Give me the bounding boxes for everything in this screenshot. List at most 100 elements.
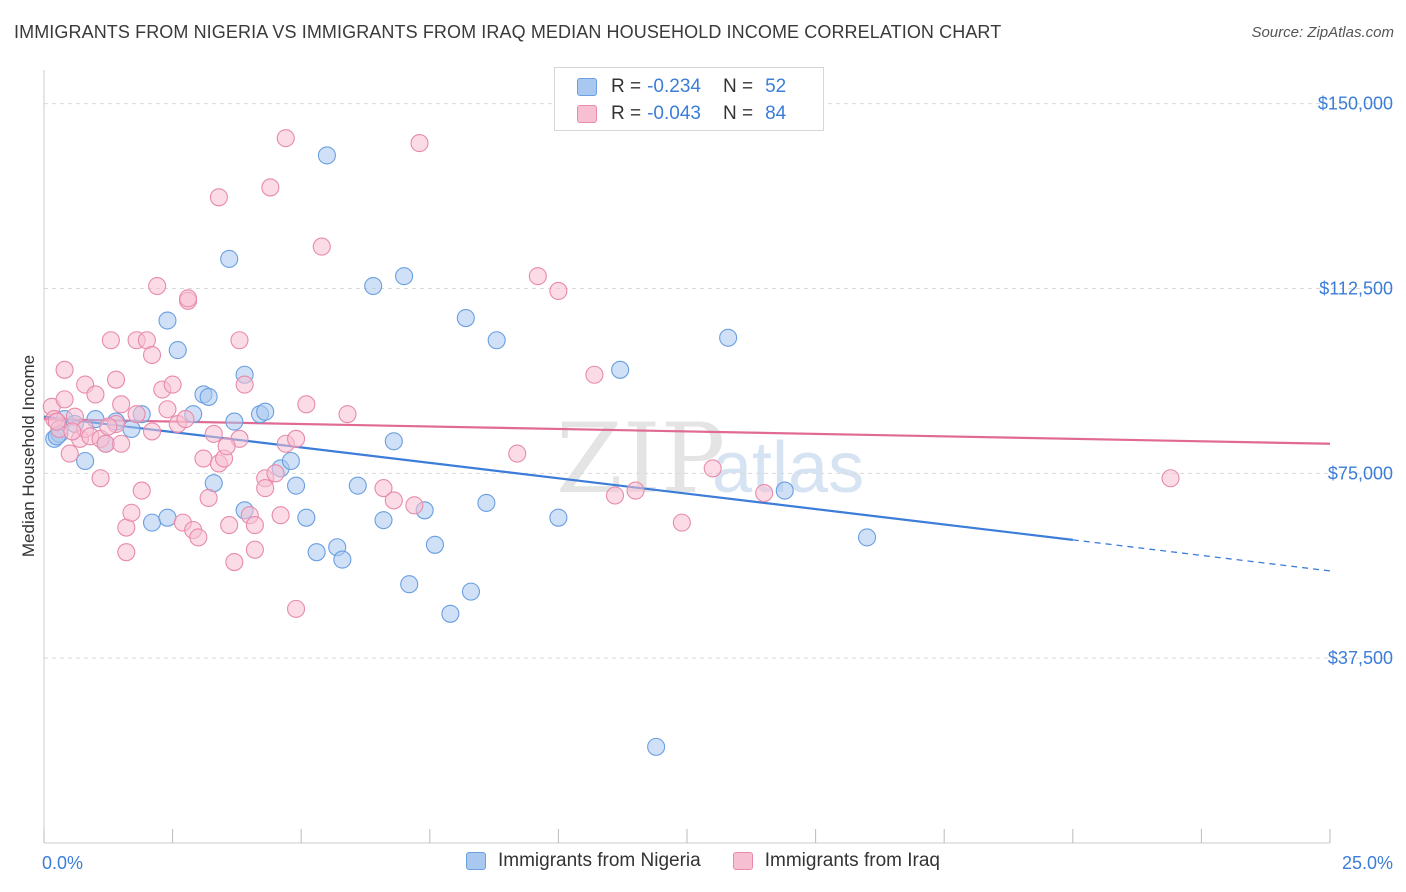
trend-line-extension — [1072, 539, 1331, 572]
series-swatch-iraq — [732, 852, 753, 870]
data-point — [410, 134, 429, 153]
data-point — [287, 476, 306, 495]
data-point — [461, 582, 481, 601]
data-point — [611, 360, 630, 379]
data-point — [549, 508, 568, 527]
series-name-nigeria: Immigrants from Nigeria — [498, 850, 701, 871]
data-point — [55, 390, 74, 409]
data-point — [287, 599, 306, 618]
data-point — [106, 370, 126, 389]
data-point — [317, 146, 336, 165]
data-point — [47, 412, 66, 431]
data-point — [605, 486, 625, 505]
data-point — [647, 737, 666, 756]
data-point — [217, 437, 236, 456]
data-point — [755, 483, 774, 503]
legend-swatch-iraq — [577, 105, 597, 123]
data-point — [132, 481, 151, 500]
series-iraq — [42, 129, 1180, 618]
data-point — [626, 481, 645, 500]
data-point — [225, 412, 244, 431]
data-point — [703, 459, 722, 478]
data-point — [204, 424, 223, 443]
data-point — [395, 267, 414, 286]
data-point — [235, 375, 254, 394]
data-point — [91, 469, 110, 488]
data-point — [86, 385, 105, 404]
correlation-legend: R = -0.234 N = 52 R = -0.043 N = 84 — [554, 67, 824, 131]
data-point — [719, 328, 738, 347]
legend-row-nigeria: R = -0.234 N = 52 — [577, 74, 786, 100]
n-value-nigeria: 52 — [765, 76, 787, 97]
legend-row-iraq: R = -0.043 N = 84 — [577, 101, 786, 127]
data-point — [60, 444, 79, 463]
data-point — [266, 464, 285, 483]
data-point — [101, 331, 120, 350]
data-point — [199, 488, 218, 508]
data-point — [142, 422, 162, 441]
data-point — [230, 331, 249, 350]
data-point — [55, 360, 74, 379]
source-label: Source: ZipAtlas.com — [1251, 24, 1394, 41]
data-point — [199, 387, 218, 406]
data-point — [158, 508, 177, 527]
trend-line — [43, 418, 1331, 445]
watermark: ZIP atlas — [556, 403, 864, 515]
data-point — [112, 434, 131, 453]
data-point — [384, 491, 403, 510]
data-point — [158, 311, 177, 330]
y-tick-label: $150,000 — [1318, 94, 1393, 114]
data-point — [209, 188, 228, 207]
data-point — [176, 410, 195, 429]
data-point — [271, 506, 290, 525]
data-point — [220, 249, 239, 268]
data-point — [112, 395, 131, 414]
data-point — [96, 434, 115, 453]
series-legend-nigeria[interactable]: Immigrants from Nigeria — [466, 850, 701, 872]
data-point — [220, 516, 239, 535]
data-point — [168, 341, 187, 360]
data-point — [297, 508, 316, 527]
data-point — [477, 493, 496, 512]
data-point — [672, 513, 691, 532]
data-point — [225, 552, 244, 572]
data-point — [245, 540, 264, 559]
r-label: R = — [611, 103, 642, 124]
y-tick-label: $37,500 — [1328, 648, 1393, 668]
r-value-iraq: -0.043 — [647, 103, 701, 124]
n-label: N = — [722, 103, 754, 124]
series-legend-iraq[interactable]: Immigrants from Iraq — [732, 850, 940, 872]
n-value-iraq: 84 — [765, 103, 787, 124]
n-label: N = — [722, 76, 754, 97]
data-point — [508, 444, 527, 463]
data-point — [384, 432, 403, 451]
chart-title: IMMIGRANTS FROM NIGERIA VS IMMIGRANTS FR… — [14, 22, 1002, 42]
data-point — [99, 417, 118, 436]
data-point — [400, 575, 419, 594]
data-point — [287, 429, 306, 448]
r-label: R = — [611, 76, 642, 97]
data-point — [487, 331, 506, 350]
data-point — [163, 375, 182, 394]
data-point — [338, 405, 357, 424]
data-point — [142, 513, 162, 532]
data-point — [312, 237, 331, 256]
series-legend: Immigrants from Nigeria Immigrants from … — [0, 850, 1406, 872]
data-point — [76, 451, 95, 471]
y-tick-label: $112,500 — [1319, 278, 1393, 298]
data-point — [297, 395, 316, 414]
data-point — [333, 550, 352, 569]
data-point — [307, 543, 326, 562]
data-point — [441, 604, 460, 623]
data-point — [549, 281, 568, 300]
data-point — [405, 496, 424, 515]
data-point — [178, 289, 198, 308]
data-point — [425, 535, 444, 554]
data-point — [374, 511, 393, 530]
data-point — [256, 479, 275, 498]
data-point — [261, 178, 280, 197]
data-point — [194, 449, 213, 468]
x-tick-label: 25.0% — [1342, 853, 1393, 873]
x-tick-label: 0.0% — [42, 853, 83, 873]
